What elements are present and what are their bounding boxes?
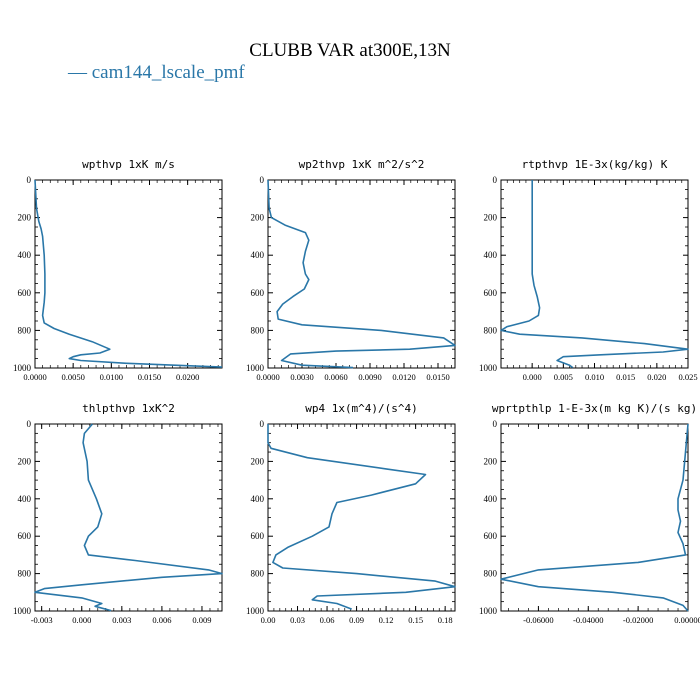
y-tick-label: 400 <box>484 494 498 504</box>
y-tick-label: 200 <box>484 213 498 223</box>
y-tick-label: 600 <box>484 531 498 541</box>
y-tick-label: 800 <box>484 325 498 335</box>
x-tick-label: 0.0000 <box>23 372 46 382</box>
y-tick-label: 1000 <box>246 363 265 373</box>
y-tick-label: 800 <box>251 569 265 579</box>
x-tick-label: 0.15 <box>408 615 423 625</box>
y-tick-label: 0 <box>27 419 32 429</box>
x-tick-label: 0.0200 <box>176 372 199 382</box>
y-tick-label: 0 <box>260 419 265 429</box>
y-tick-label: 800 <box>18 569 32 579</box>
chart-panel-2: wp2thvp 1xK m^2/s^2020040060080010000.00… <box>246 158 456 382</box>
figure-title: CLUBB VAR at300E,13N <box>249 40 451 61</box>
x-tick-label: -0.02000 <box>623 615 653 625</box>
x-tick-label: 0.009 <box>192 615 211 625</box>
x-tick-label: -0.06000 <box>523 615 553 625</box>
plot-frame <box>267 179 456 369</box>
x-tick-label: 0.00 <box>261 615 276 625</box>
plot-frame <box>34 423 223 612</box>
x-tick-label: 0.0150 <box>426 372 449 382</box>
y-tick-label: 600 <box>251 531 265 541</box>
x-tick-label: 0.0050 <box>61 372 84 382</box>
y-tick-label: 0 <box>260 175 265 185</box>
series-line <box>34 179 223 368</box>
chart-panel-4: thlpthvp 1xK^2 0 200 400 600 800 1000-0.003 0.0… <box>13 402 223 625</box>
series-line <box>500 423 689 612</box>
x-tick-label: 0.010 <box>585 372 604 382</box>
x-tick-label: 0.000 <box>523 372 542 382</box>
x-tick-label: 0.0150 <box>138 372 161 382</box>
y-tick-label: 0 <box>493 175 498 185</box>
legend-entry: — cam144_lscale_pmf <box>67 62 245 83</box>
x-tick-label: 0.0100 <box>100 372 123 382</box>
chart-panel-6: wprtpthlp 1-E-3x(m kg K)/(s kg) 0 200 400 60… <box>479 402 700 625</box>
y-tick-label: 200 <box>251 213 265 223</box>
plot-frame <box>267 423 456 612</box>
y-tick-label: 400 <box>18 250 32 260</box>
panel-title: rtpthvp 1E-3x(kg/kg) K <box>522 158 668 171</box>
x-tick-label: 0.0120 <box>392 372 415 382</box>
x-tick-label: 0.005 <box>554 372 573 382</box>
y-tick-label: 600 <box>18 288 32 298</box>
x-tick-label: 0.006 <box>152 615 171 625</box>
plot-frame <box>500 423 689 612</box>
x-tick-label: -0.003 <box>31 615 53 625</box>
panel-title: thlpthvp 1xK^2 <box>82 402 175 415</box>
y-tick-label: 1000 <box>479 606 498 616</box>
y-tick-label: 400 <box>251 250 265 260</box>
x-tick-label: 0.015 <box>616 372 635 382</box>
y-tick-label: 600 <box>484 288 498 298</box>
x-tick-label: 0.00000 <box>674 615 700 625</box>
y-tick-label: 200 <box>18 456 32 466</box>
y-tick-label: 1000 <box>13 363 32 373</box>
x-tick-label: 0.0000 <box>256 372 279 382</box>
x-tick-label: 0.000 <box>72 615 91 625</box>
y-tick-label: 0 <box>27 175 32 185</box>
x-tick-label: 0.025 <box>678 372 697 382</box>
x-tick-label: 0.003 <box>112 615 131 625</box>
x-tick-label: -0.04000 <box>573 615 603 625</box>
y-tick-label: 1000 <box>479 363 498 373</box>
y-tick-label: 600 <box>251 288 265 298</box>
x-tick-label: 0.09 <box>349 615 364 625</box>
y-tick-label: 1000 <box>246 606 265 616</box>
panel-title: wpthvp 1xK m/s <box>82 158 175 171</box>
y-tick-label: 200 <box>484 456 498 466</box>
x-tick-label: 0.06 <box>320 615 335 625</box>
series-line <box>34 423 223 612</box>
y-tick-label: 600 <box>18 531 32 541</box>
series-line <box>500 180 689 369</box>
y-tick-label: 400 <box>484 250 498 260</box>
chart-panel-3: rtpthvp 1E-3x(kg/kg) K 0 200 400 600 800 1000 0… <box>479 158 698 382</box>
y-tick-label: 200 <box>251 456 265 466</box>
y-tick-label: 800 <box>484 569 498 579</box>
y-tick-label: 400 <box>18 494 32 504</box>
y-tick-label: 0 <box>493 419 498 429</box>
panel-title: wprtpthlp 1-E-3x(m kg K)/(s kg) <box>492 402 697 415</box>
y-tick-label: 400 <box>251 494 265 504</box>
x-tick-label: 0.0030 <box>290 372 313 382</box>
y-tick-label: 800 <box>251 325 265 335</box>
y-tick-label: 1000 <box>13 606 32 616</box>
x-tick-label: 0.18 <box>438 615 453 625</box>
panel-title: wp4 1x(m^4)/(s^4) <box>305 402 418 415</box>
y-tick-label: 800 <box>18 325 32 335</box>
panel-title: wp2thvp 1xK m^2/s^2 <box>299 158 425 171</box>
plot-frame <box>34 179 223 369</box>
x-tick-label: 0.020 <box>647 372 666 382</box>
series-line <box>267 424 456 610</box>
x-tick-label: 0.0060 <box>324 372 347 382</box>
x-tick-label: 0.0090 <box>358 372 381 382</box>
x-tick-label: 0.03 <box>290 615 305 625</box>
y-tick-label: 200 <box>18 213 32 223</box>
x-tick-label: 0.12 <box>379 615 394 625</box>
series-line <box>267 179 456 369</box>
